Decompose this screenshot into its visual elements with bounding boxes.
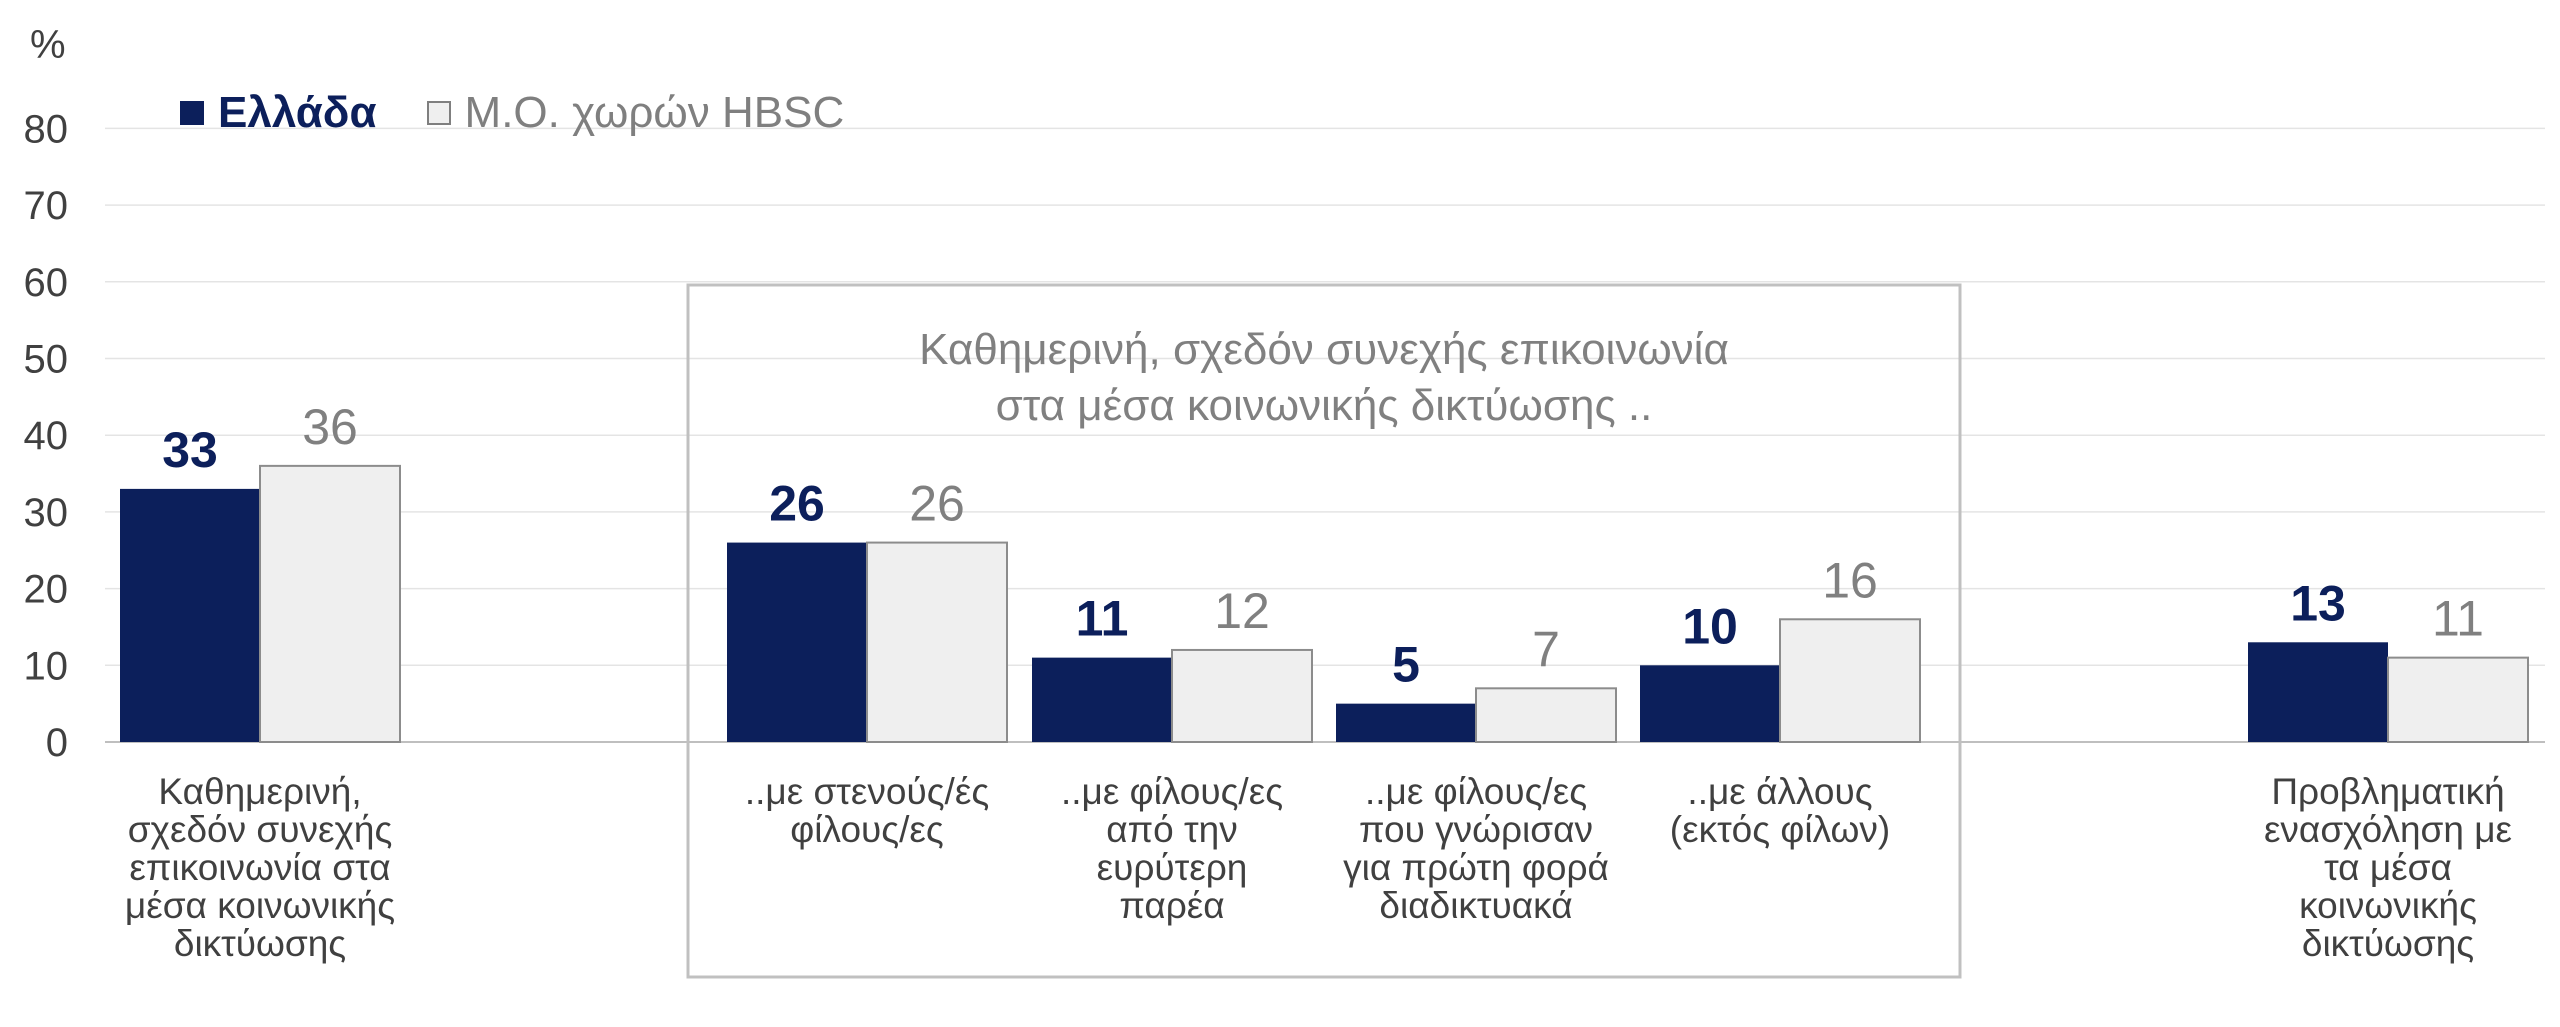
bars <box>120 464 2529 744</box>
legend-label-hbsc-average: Μ.Ο. χωρών HBSC <box>464 88 845 137</box>
data-label-hbsc-average: 26 <box>909 476 965 532</box>
y-tick-label: 60 <box>24 261 69 305</box>
bar-hbsc-average <box>259 464 401 743</box>
data-label-greece: 33 <box>162 422 218 478</box>
data-label-greece: 13 <box>2290 575 2346 631</box>
x-tick-label: ..με στενούς/ές <box>745 771 989 812</box>
x-tick-label: ..με φίλους/ες <box>1061 771 1283 812</box>
x-tick-label: ..με άλλους <box>1687 771 1872 812</box>
y-tick-label: 20 <box>24 568 69 612</box>
y-tick-label: 0 <box>46 721 68 765</box>
x-tick-label: ενασχόληση με <box>2264 809 2512 850</box>
data-label-greece: 10 <box>1682 598 1738 654</box>
y-tick-label: 10 <box>24 644 69 688</box>
bar-hbsc-average <box>2387 656 2529 744</box>
y-tick-label: 80 <box>24 107 69 151</box>
x-tick-label: παρέα <box>1119 885 1224 926</box>
bar-greece <box>120 488 260 742</box>
bar-greece <box>1336 703 1476 742</box>
data-label-hbsc-average: 12 <box>1214 583 1270 639</box>
y-tick-label: 40 <box>24 414 69 458</box>
bar-greece <box>1640 665 1780 742</box>
bar-hbsc-average <box>1475 687 1617 743</box>
x-tick-label: τα μέσα <box>2324 847 2452 888</box>
x-tick-label: διαδικτυακά <box>1379 885 1572 926</box>
legend-label-greece: Ελλάδα <box>218 88 377 137</box>
x-tick-label: μέσα κοινωνικής <box>125 885 395 926</box>
bar-greece <box>1032 657 1172 742</box>
bar-greece <box>2248 642 2388 742</box>
y-tick-label: 50 <box>24 338 69 382</box>
x-tick-label: κοινωνικής <box>2299 885 2477 926</box>
data-label-greece: 26 <box>769 476 825 532</box>
group-box-title-line: Καθημερινή, σχεδόν συνεχής επικοινωνία <box>919 325 1729 374</box>
data-label-hbsc-average: 16 <box>1822 552 1878 608</box>
data-label-hbsc-average: 11 <box>2432 591 2484 647</box>
x-tick-label: για πρώτη φορά <box>1343 847 1609 888</box>
x-tick-label: σχεδόν συνεχής <box>128 809 393 850</box>
x-tick-label: Καθημερινή, <box>158 771 361 812</box>
gridlines <box>105 127 2545 743</box>
legend-item-greece: Ελλάδα <box>180 88 377 138</box>
group-box <box>686 283 1962 979</box>
y-axis-label: % <box>30 23 66 67</box>
group-box-title-line: στα μέσα κοινωνικής δικτύωσης .. <box>996 381 1653 430</box>
data-labels: 33 26 11 5 10 13 36 26 12 7 16 11 <box>162 399 2484 693</box>
legend-swatch-hbsc-average <box>426 101 451 125</box>
x-tick-label: δικτύωσης <box>174 923 346 964</box>
x-tick-label: φίλους/ες <box>790 809 943 850</box>
data-label-hbsc-average: 36 <box>302 399 358 455</box>
legend-item-hbsc-average: Μ.Ο. χωρών HBSC <box>426 88 845 138</box>
bar-hbsc-average <box>1171 648 1313 744</box>
bar-hbsc-average <box>866 541 1008 744</box>
bar-hbsc-average <box>1779 618 1921 744</box>
data-label-hbsc-average: 7 <box>1532 621 1560 677</box>
x-tick-label: ευρύτερη <box>1097 847 1248 888</box>
bar-greece <box>727 542 867 742</box>
legend-swatch-greece <box>180 101 204 125</box>
x-tick-label: (εκτός φίλων) <box>1670 809 1890 850</box>
y-axis: 0 10 20 30 40 50 60 70 80 <box>24 107 69 765</box>
data-label-greece: 5 <box>1392 637 1420 693</box>
x-tick-label: που γνώρισαν <box>1359 809 1593 850</box>
legend: Ελλάδα Μ.Ο. χωρών HBSC <box>180 88 894 138</box>
x-tick-label: ..με φίλους/ες <box>1365 771 1587 812</box>
x-tick-label: Προβληματική <box>2271 771 2504 812</box>
data-label-greece: 11 <box>1076 591 1129 647</box>
x-tick-label: από την <box>1106 809 1237 850</box>
y-tick-label: 30 <box>24 491 69 535</box>
group-box-title: Καθημερινή, σχεδόν συνεχής επικοινωνία στ… <box>919 325 1729 430</box>
y-tick-label: 70 <box>24 184 69 228</box>
x-tick-label: δικτύωσης <box>2302 923 2474 964</box>
x-tick-label: επικοινωνία στα <box>129 847 390 888</box>
